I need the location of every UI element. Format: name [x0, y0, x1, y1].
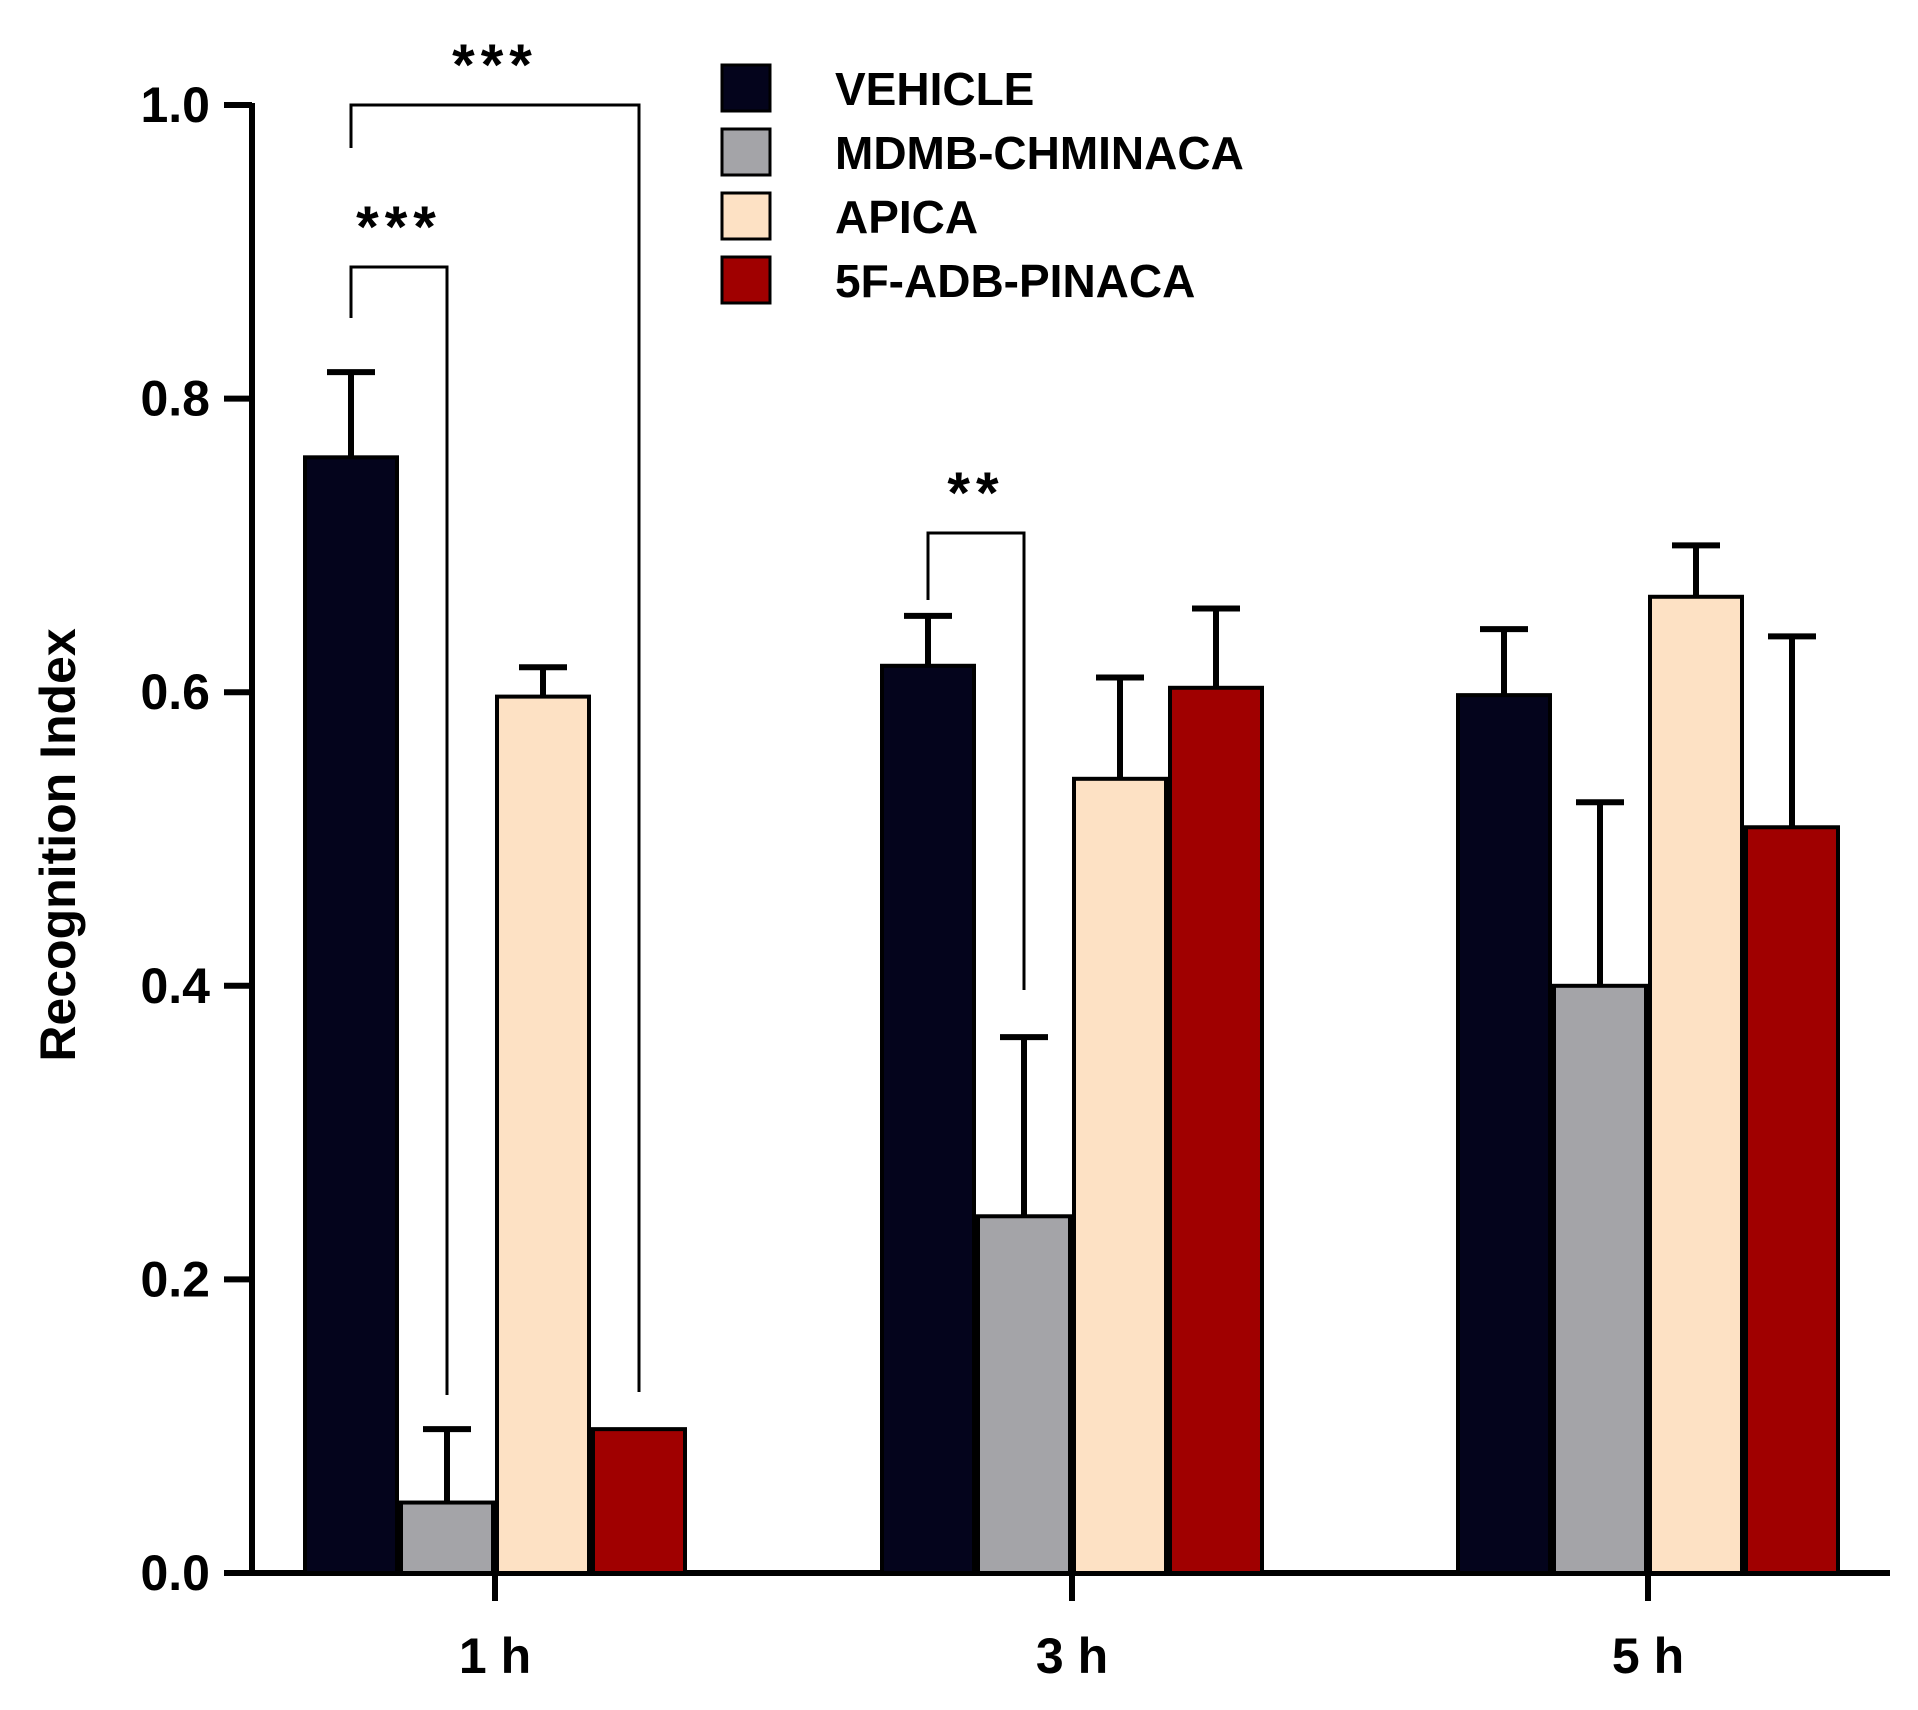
bar	[1744, 825, 1840, 1575]
significance-label: ***	[356, 195, 442, 260]
bar	[303, 455, 399, 1576]
legend-label: VEHICLE	[835, 63, 1034, 115]
y-tick-label: 0.4	[140, 958, 210, 1014]
y-tick-label: 0.2	[140, 1251, 210, 1307]
bar	[1168, 685, 1264, 1575]
legend-label: MDMB-CHMINACA	[835, 127, 1244, 179]
x-tick-label: 3 h	[1036, 1628, 1108, 1684]
bar	[1552, 983, 1648, 1575]
bar	[591, 1427, 687, 1575]
x-tick-label: 1 h	[459, 1628, 531, 1684]
bar	[1456, 693, 1552, 1575]
significance-bracket	[349, 265, 449, 1395]
significance-bracket	[926, 531, 1026, 990]
legend-label: APICA	[835, 191, 978, 243]
bar	[495, 694, 591, 1575]
y-tick-label: 0.0	[140, 1545, 210, 1601]
bar	[1648, 594, 1744, 1575]
bar	[976, 1214, 1072, 1575]
legend-label: 5F-ADB-PINACA	[835, 255, 1195, 307]
legend-swatch	[720, 255, 772, 305]
y-axis-label: Recognition Index	[30, 628, 86, 1062]
bar	[399, 1500, 495, 1576]
y-tick-label: 1.0	[140, 77, 210, 133]
bar	[880, 663, 976, 1575]
y-tick-label: 0.8	[140, 371, 210, 427]
legend-swatch	[720, 191, 772, 241]
bar	[1072, 776, 1168, 1575]
x-tick-label: 5 h	[1612, 1628, 1684, 1684]
significance-bracket	[349, 103, 641, 1392]
y-tick-label: 0.6	[140, 664, 210, 720]
legend-swatch	[720, 127, 772, 177]
significance-label: ***	[452, 33, 538, 98]
significance-label: **	[947, 461, 1004, 526]
legend-swatch	[720, 63, 772, 113]
